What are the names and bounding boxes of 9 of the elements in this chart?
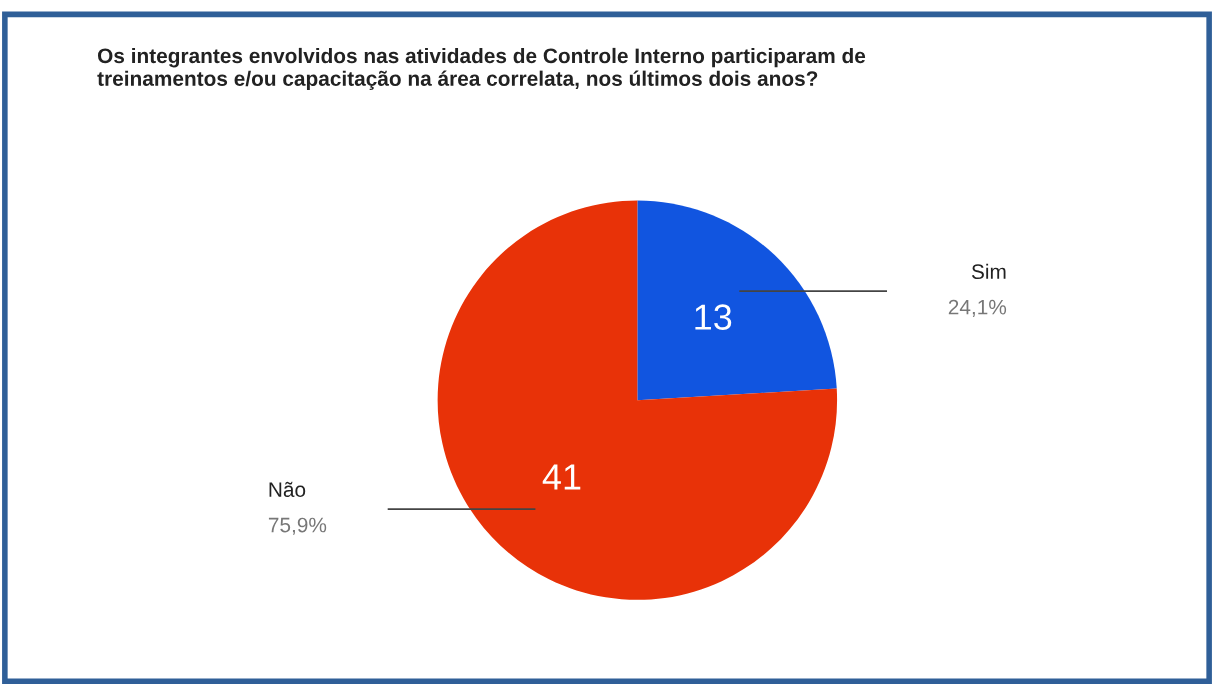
data-label: 41 — [542, 464, 581, 490]
chart-title: Os integrantes envolvidos nas atividades de Controle Interno participaram de treinamentos e/ou capacitação na área correlata, nos últimos dois anos? — [97, 47, 866, 91]
pie-slice — [437, 200, 838, 600]
text: 24,1% — [948, 299, 1007, 317]
data-label: 13 — [695, 304, 732, 330]
pie-slice — [637, 200, 837, 401]
slice-label: Não — [269, 481, 306, 497]
text: 75,9% — [268, 517, 327, 535]
slice-label: Sim — [971, 263, 1006, 280]
